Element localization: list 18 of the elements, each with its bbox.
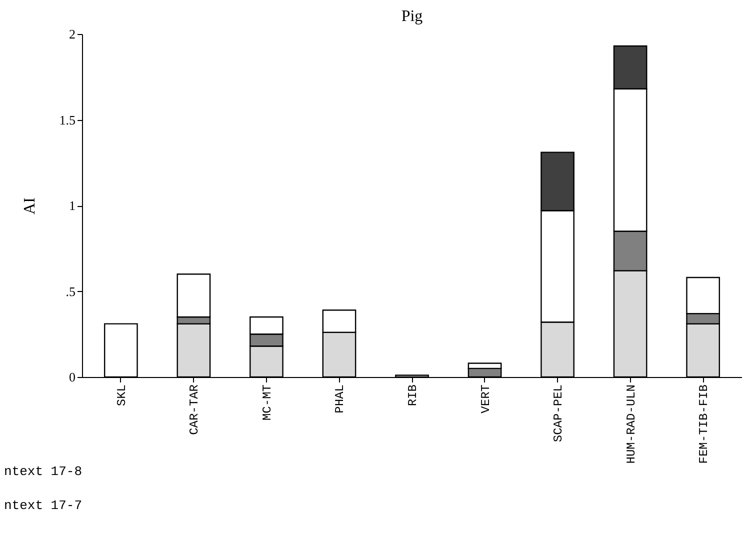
y-tick-label: .5	[66, 284, 76, 299]
text: ntext 17-7	[4, 497, 82, 515]
x-tick-label: CAR-TAR	[188, 384, 202, 435]
y-tick-label: 1	[69, 198, 76, 213]
y-tick-label: 2	[69, 26, 76, 42]
x-tick-label: PHAL	[333, 384, 348, 414]
x-tick-label: FEM-TIB-FIB	[697, 384, 712, 464]
x-tick-label: SKL	[114, 384, 129, 406]
y-tick-label: 1.5	[59, 112, 76, 128]
y-axis-title: AI	[21, 198, 38, 214]
y-tick-label: 0	[69, 370, 76, 384]
chart-title: Pig	[401, 8, 423, 25]
x-tick-label: MC-MT	[260, 384, 274, 421]
x-tick-label: HUM-RAD-ULN	[624, 384, 638, 464]
x-tick-label: VERT	[478, 384, 493, 414]
text: ntext 17-8	[4, 463, 82, 481]
x-tick-label: RIB	[406, 384, 420, 406]
x-tick-label: SCAP-PEL	[552, 384, 566, 442]
